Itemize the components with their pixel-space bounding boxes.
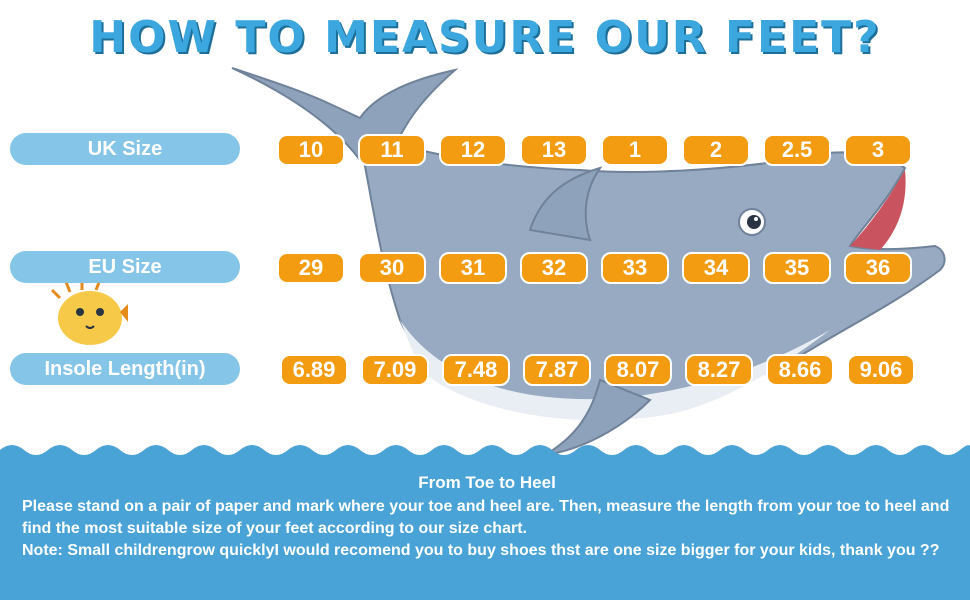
uk-size-cell: 2 [682,134,750,166]
insole-length-label: Insole Length(in) [10,353,240,385]
insole-length-cell: 8.27 [685,354,753,386]
eu-size-label: EU Size [10,251,240,283]
uk-size-cell: 13 [520,134,588,166]
eu-size-cell: 32 [520,252,588,284]
uk-size-cell: 11 [358,134,426,166]
instructions-heading: From Toe to Heel [418,473,556,492]
insole-length-cell: 6.89 [280,354,348,386]
eu-size-cell: 33 [601,252,669,284]
insole-length-cell: 7.09 [361,354,429,386]
eu-size-cell: 29 [277,252,345,284]
eu-size-cell: 35 [763,252,831,284]
uk-size-cell: 12 [439,134,507,166]
eu-size-cell: 34 [682,252,750,284]
eu-size-cell: 36 [844,252,912,284]
insole-length-cell: 9.06 [847,354,915,386]
uk-size-label: UK Size [10,133,240,165]
page-title: HOW TO MEASURE OUR FEET? [89,12,881,63]
insole-length-cell: 8.66 [766,354,834,386]
instructions-note: Note: Small childrengrow quicklyI would … [22,542,940,559]
instructions-panel: From Toe to Heel Please stand on a pair … [22,472,952,562]
uk-size-cell: 10 [277,134,345,166]
uk-size-cell: 3 [844,134,912,166]
instructions-body: Please stand on a pair of paper and mark… [22,498,950,537]
wave-icon [0,445,970,600]
insole-length-cell: 8.07 [604,354,672,386]
eu-size-cell: 31 [439,252,507,284]
insole-length-cell: 7.87 [523,354,591,386]
eu-size-cell: 30 [358,252,426,284]
insole-length-cell: 7.48 [442,354,510,386]
uk-size-cell: 1 [601,134,669,166]
uk-size-cell: 2.5 [763,134,831,166]
